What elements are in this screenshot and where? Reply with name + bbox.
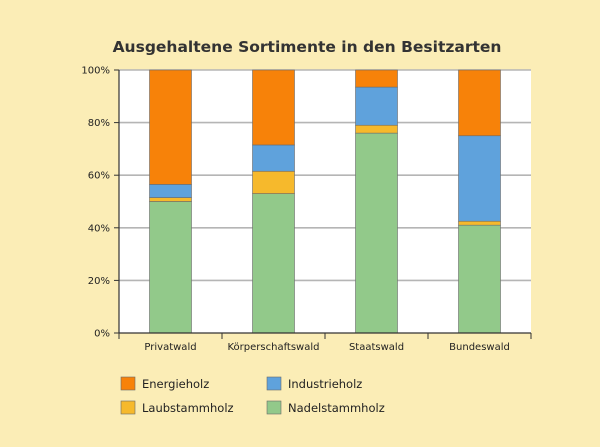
plot-area: 0% 20% 40% 60% 80% 100% Privatwald Körperschaft… [81,66,532,353]
bar-segment [355,69,398,88]
y-tick-label: 80% [88,118,110,129]
bar-segment [458,69,501,137]
legend-swatch [266,376,282,391]
legend-label: Laubstammholz [142,401,234,415]
bar-segment [252,193,295,334]
legend: Energieholz Industrieholz Laubstammholz Nad… [120,376,385,415]
x-tick-label: Bundeswald [449,342,510,353]
chart-title: Ausgehaltene Sortimente in den Besitzart… [113,38,502,56]
bar-segment [252,144,295,172]
x-tick-label: Privatwald [144,342,196,353]
y-tick-label: 40% [88,223,110,234]
y-tick-label: 20% [88,276,110,287]
y-tick-label: 100% [81,66,110,77]
bar-segment [252,69,295,146]
bar-segment [355,86,398,126]
bar-segment [355,124,398,134]
x-tick-label: Staatswald [349,342,404,353]
x-tick-label: Körperschaftswald [228,342,320,353]
bar-segment [458,224,501,334]
legend-swatch [120,376,136,391]
legend-label: Nadelstammholz [288,401,385,415]
legend-swatch [120,400,136,415]
bar-segment [458,135,501,222]
bar-segment [149,184,192,198]
y-tick-label: 0% [94,329,110,340]
bar-segment [355,132,398,334]
legend-label: Industrieholz [288,377,362,391]
y-tick-label: 60% [88,171,110,182]
legend-label: Energieholz [142,377,209,391]
bar-segment [149,201,192,334]
bar-segment [149,197,192,202]
legend-swatch [266,400,282,415]
bar-segment [458,220,501,226]
bar-segment [149,69,192,185]
bar-segment [252,170,295,194]
